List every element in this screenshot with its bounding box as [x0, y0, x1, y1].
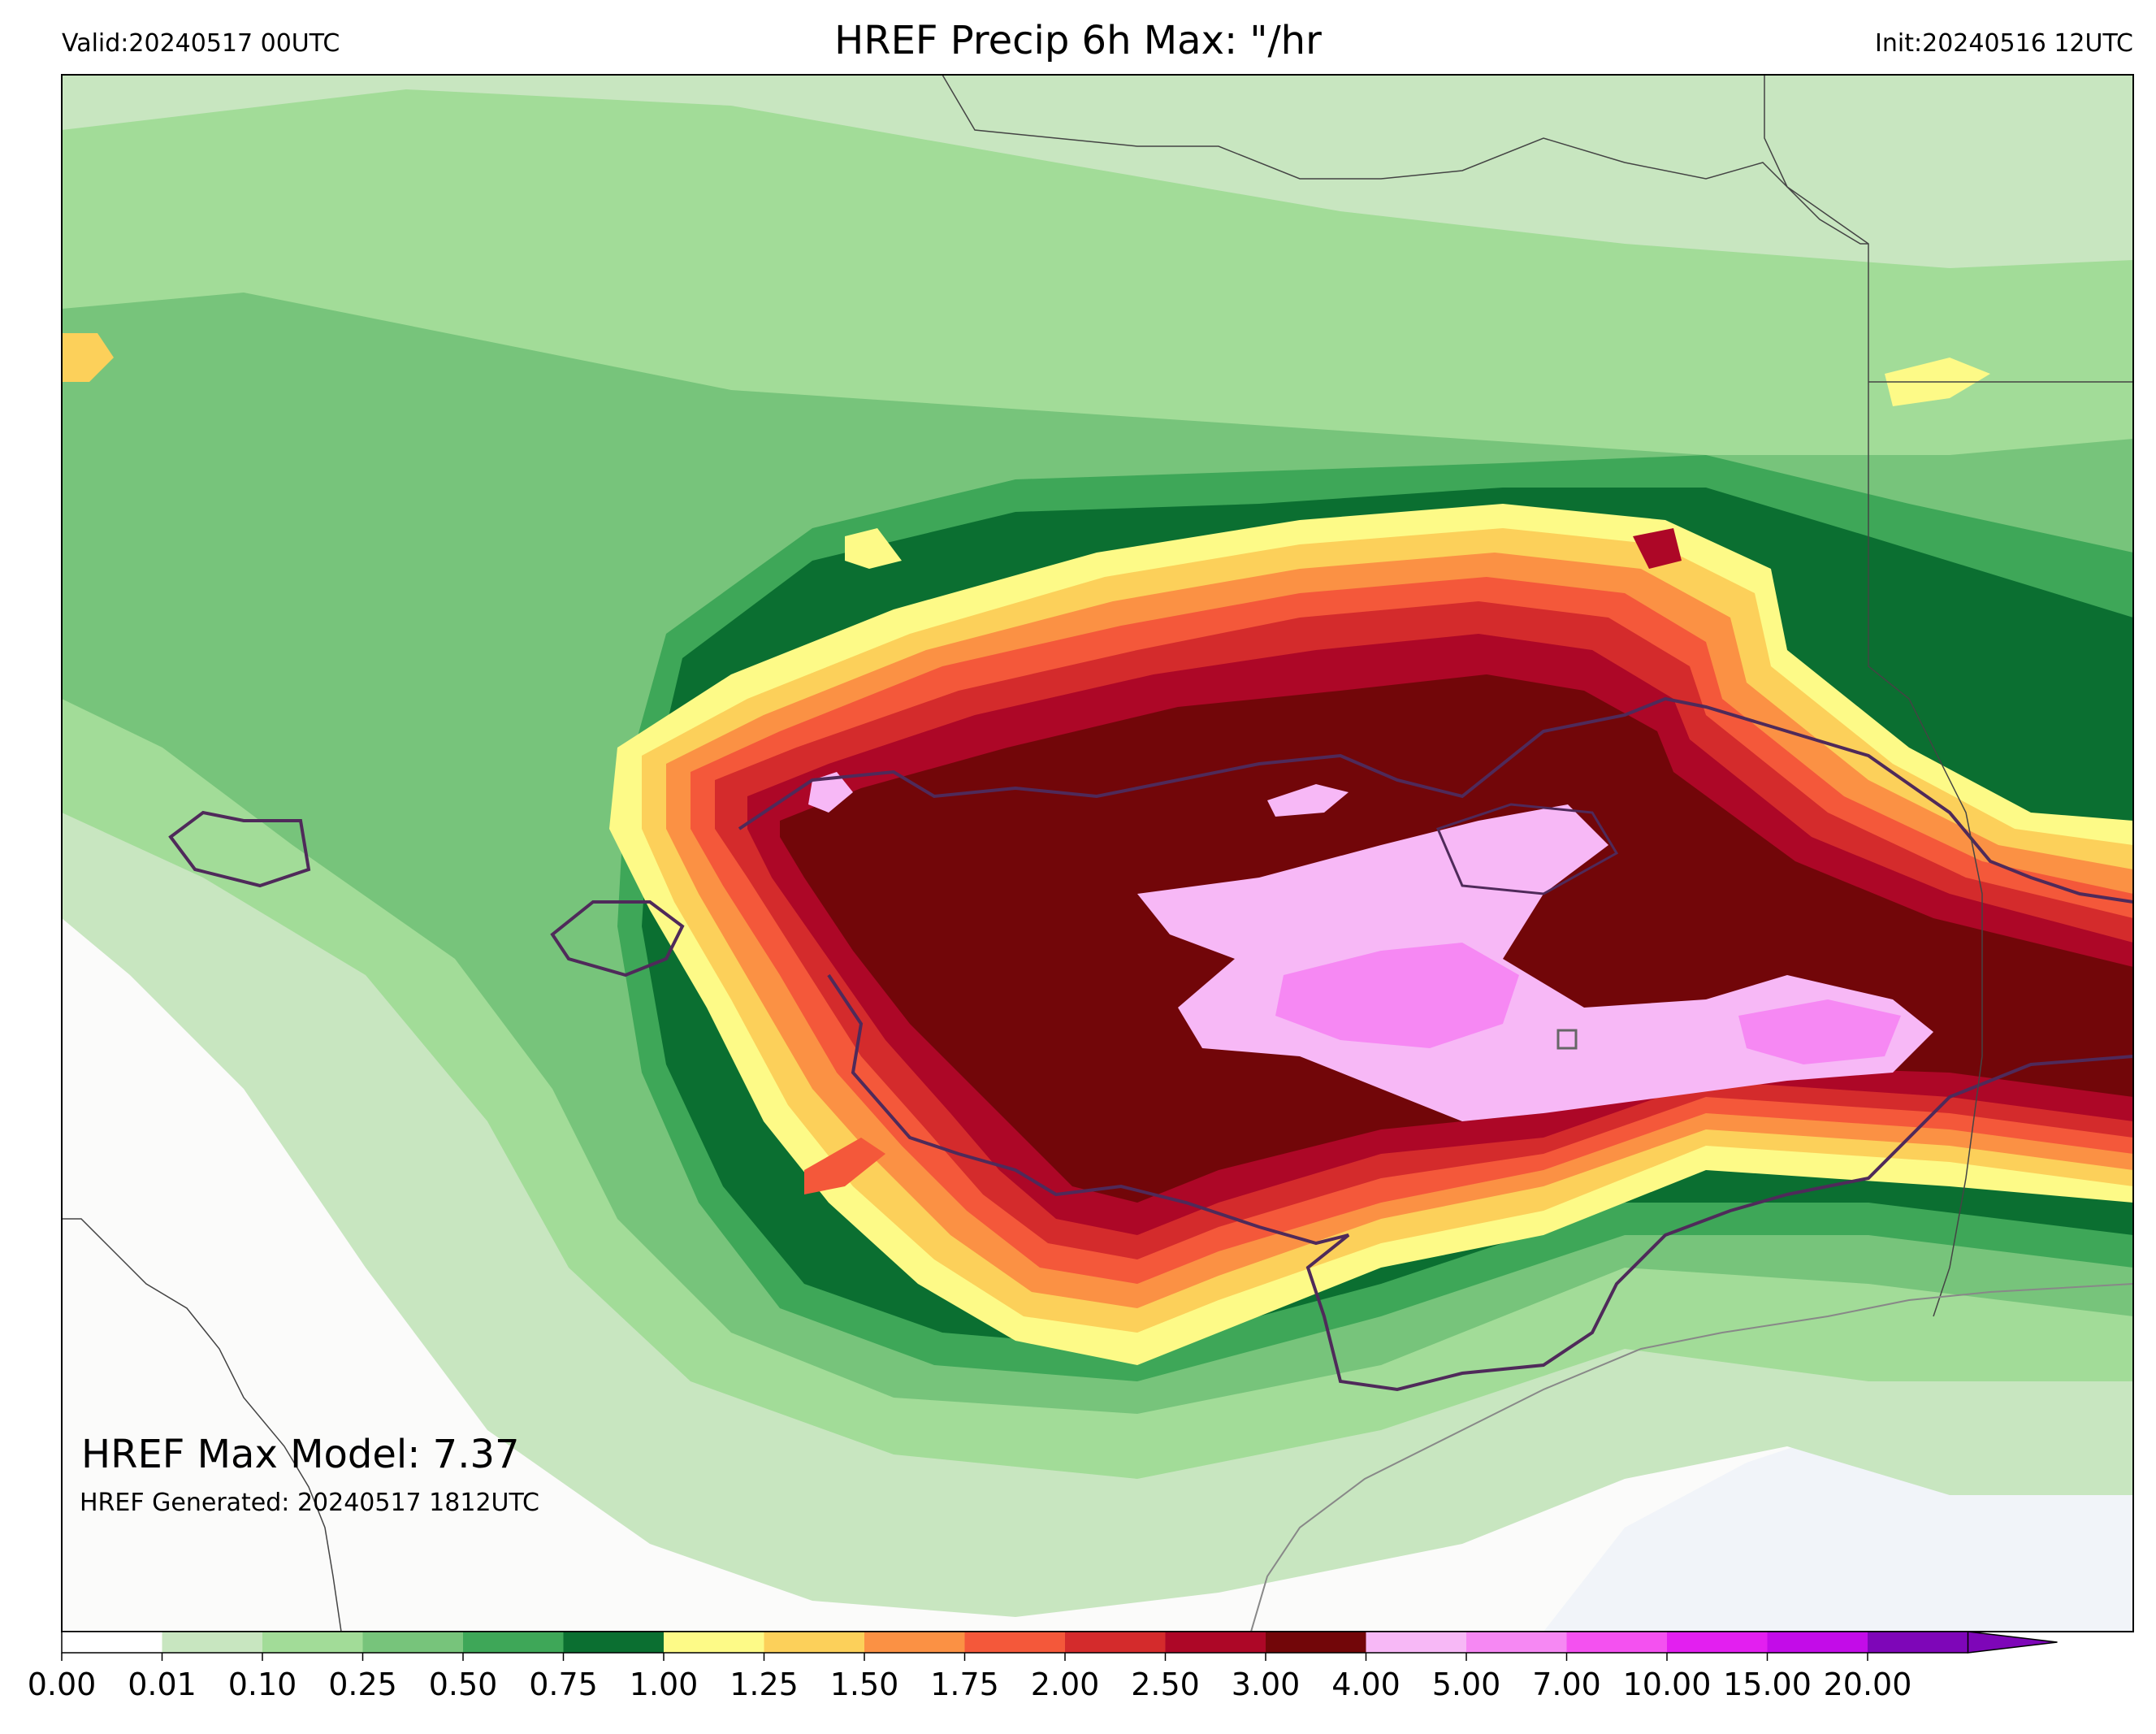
colorbar-outline — [61, 1631, 1968, 1654]
valid-time-label: Valid:20240517 00UTC — [62, 29, 340, 58]
colorbar-tick-label: 2.00 — [1031, 1667, 1100, 1702]
precip-5.00-b — [1738, 999, 1901, 1064]
colorbar-tick-label: 4.00 — [1331, 1667, 1401, 1702]
colorbar-segment — [1767, 1632, 1868, 1653]
colorbar-tick-label: 1.50 — [830, 1667, 899, 1702]
contour-north — [738, 696, 2133, 904]
colorbar-tick-label: 3.00 — [1232, 1667, 1301, 1702]
colorbar-segment — [664, 1632, 764, 1653]
colorbar-segment — [463, 1632, 564, 1653]
cell-sw — [804, 1138, 885, 1194]
colorbar-segment — [1566, 1632, 1668, 1653]
precip-5.00-a — [1275, 943, 1519, 1048]
contour-south — [827, 973, 2133, 1392]
generated-label: HREF Generated: 20240517 1812UTC — [80, 1489, 540, 1517]
colorbar-segment — [362, 1632, 464, 1653]
colorbar-tick-label: 0.10 — [228, 1667, 297, 1702]
colorbar-extend-arrow — [1967, 1631, 2058, 1654]
colorbar-tick-label: 20.00 — [1824, 1667, 1912, 1702]
max-point-marker — [1556, 1029, 1578, 1050]
map-frame — [62, 75, 2133, 1632]
contour-west-b — [168, 810, 311, 888]
colorbar-segment — [1065, 1632, 1166, 1653]
colorbar-segment — [1667, 1632, 1768, 1653]
colorbar-tick-label: 10.00 — [1623, 1667, 1712, 1702]
colorbar-tick-label: 0.25 — [328, 1667, 397, 1702]
colorbar-tick-label: 15.00 — [1723, 1667, 1812, 1702]
colorbar-segment — [563, 1632, 665, 1653]
colorbar-tick-label: 7.00 — [1532, 1667, 1601, 1702]
state-border-north — [942, 75, 1868, 245]
cell-north-b — [1633, 528, 1682, 569]
colorbar-segment — [964, 1632, 1066, 1653]
colorbar-tick-label: 1.00 — [630, 1667, 699, 1702]
colorbar-tick-label: 0.75 — [529, 1667, 598, 1702]
precip-4.00 — [1137, 804, 1933, 1121]
colorbar-segment — [864, 1632, 965, 1653]
colorbar-segment — [1366, 1632, 1467, 1653]
colorbar-segment — [1466, 1632, 1567, 1653]
coastline — [1250, 1283, 2133, 1632]
rio-grande-border — [62, 1218, 342, 1632]
cell-west — [62, 333, 114, 382]
cell-north-a — [845, 528, 902, 569]
init-time-label: Init:20240516 12UTC — [1875, 29, 2133, 58]
colorbar-segment — [262, 1632, 363, 1653]
colorbar-tick-label: 2.50 — [1131, 1667, 1200, 1702]
colorbar-segment — [62, 1632, 162, 1653]
colorbar-segment — [1165, 1632, 1266, 1653]
colorbar-tick-label: 5.00 — [1432, 1667, 1501, 1702]
colorbar-tick-label: 0.00 — [28, 1667, 97, 1702]
max-model-label: HREF Max Model: 7.37 — [81, 1432, 520, 1477]
colorbar-tick-label: 1.75 — [930, 1667, 999, 1702]
precip-4.00-c — [1267, 784, 1349, 817]
colorbar-tick-label: 1.25 — [729, 1667, 799, 1702]
colorbar-segment — [764, 1632, 865, 1653]
contour-west-a — [550, 900, 685, 978]
colorbar-segment — [1266, 1632, 1366, 1653]
colorbar-segment — [1868, 1632, 1968, 1653]
state-border-east — [1764, 75, 1983, 1317]
map-title: HREF Precip 6h Max: "/hr — [834, 18, 1322, 63]
contour-core — [1435, 803, 1619, 895]
colorbar-tick-label: 0.01 — [128, 1667, 197, 1702]
precip-4.00-d — [808, 772, 853, 813]
colorbar-segment — [162, 1632, 263, 1653]
colorbar: 0.00 0.01 0.10 0.25 0.50 0.75 1.00 1.25 1.50 1.75… — [28, 1631, 2058, 1702]
colorbar-tick-label: 0.50 — [429, 1667, 498, 1702]
